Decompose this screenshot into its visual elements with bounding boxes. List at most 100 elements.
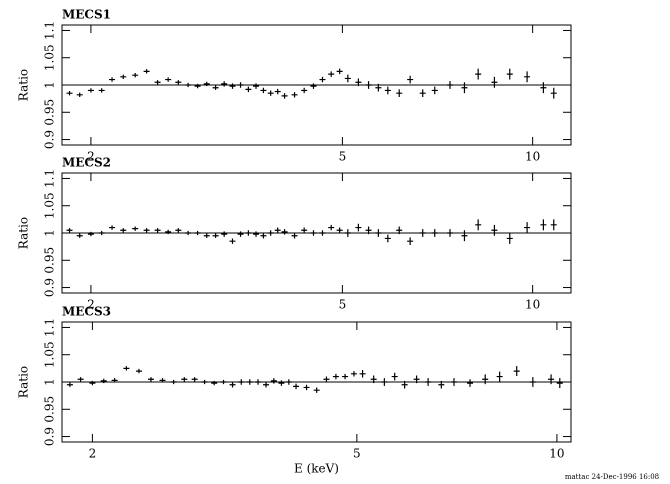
data-point <box>109 225 116 230</box>
data-point <box>274 88 281 95</box>
data-point <box>238 379 245 385</box>
panel-title: MECS1 <box>62 8 111 22</box>
data-point <box>291 92 298 98</box>
data-point <box>350 371 357 377</box>
data-point <box>201 379 208 385</box>
data-point <box>185 82 192 88</box>
data-point <box>550 87 557 99</box>
data-point <box>159 378 166 383</box>
data-point <box>111 378 118 383</box>
data-point <box>66 228 73 233</box>
data-point <box>260 87 267 94</box>
data-point <box>396 89 403 97</box>
data-point <box>267 230 274 236</box>
data-point <box>274 227 281 233</box>
data-point <box>513 366 520 376</box>
data-point <box>301 87 308 94</box>
data-point <box>381 378 388 386</box>
data-point <box>175 228 182 233</box>
x-tick-label: 5 <box>339 150 347 164</box>
data-point <box>336 227 343 233</box>
data-point <box>237 231 244 237</box>
data-point <box>255 379 262 385</box>
data-point <box>212 85 219 90</box>
data-point <box>154 228 161 233</box>
data-point <box>143 69 150 74</box>
data-point <box>401 380 408 389</box>
data-point <box>100 378 107 384</box>
data-point <box>143 228 150 233</box>
data-point <box>319 230 326 236</box>
data-point <box>246 379 253 385</box>
y-tick-label: 1.1 <box>43 318 57 337</box>
data-point <box>285 379 292 385</box>
data-point <box>344 74 351 83</box>
data-point <box>76 233 83 238</box>
data-point <box>281 93 288 99</box>
data-point <box>431 229 438 237</box>
data-point <box>396 226 403 235</box>
data-point <box>278 380 285 386</box>
data-point <box>267 90 274 96</box>
data-point <box>245 86 252 93</box>
data-point <box>120 74 127 79</box>
data-point <box>212 233 219 238</box>
data-point <box>323 376 330 382</box>
x-tick-label: 5 <box>339 298 347 312</box>
data-point <box>540 219 547 231</box>
panel-title: MECS2 <box>62 156 111 170</box>
x-tick-label: 10 <box>549 447 564 461</box>
y-tick-label: 0.9 <box>43 130 57 149</box>
data-point <box>87 88 94 93</box>
footer: mattac 24-Dec-1996 16:08 <box>565 473 659 481</box>
data-point <box>438 380 445 389</box>
y-tick-label: 0.95 <box>43 247 57 274</box>
data-point <box>482 374 489 385</box>
y-tick-label: 0.95 <box>43 99 57 126</box>
data-point <box>375 83 382 92</box>
data-point <box>461 230 468 242</box>
data-point <box>221 231 228 237</box>
data-point <box>447 229 453 237</box>
data-point <box>447 81 453 89</box>
y-tick-label: 1 <box>43 81 57 89</box>
data-point <box>293 383 300 390</box>
x-tick-label: 2 <box>87 150 95 164</box>
data-point <box>336 68 343 75</box>
data-point <box>253 231 260 237</box>
data-point <box>475 219 482 231</box>
data-point <box>491 76 498 88</box>
y-tick-label: 0.9 <box>43 427 57 446</box>
data-point <box>245 230 252 236</box>
y-axis-title: Ratio <box>17 217 31 249</box>
data-point <box>328 224 335 231</box>
data-point <box>170 379 177 385</box>
data-point <box>344 229 351 237</box>
y-axis-title: Ratio <box>17 69 31 101</box>
data-point <box>120 228 127 233</box>
data-point <box>98 230 105 236</box>
data-point <box>211 380 218 386</box>
data-point <box>76 92 83 97</box>
data-point <box>221 81 228 87</box>
data-point <box>413 375 420 384</box>
y-tick-label: 1.05 <box>43 44 57 71</box>
data-point <box>491 224 498 236</box>
data-point <box>375 229 382 237</box>
data-point <box>220 379 227 385</box>
data-point <box>135 368 142 374</box>
data-point <box>270 378 277 384</box>
data-point <box>524 71 531 83</box>
panel-title: MECS3 <box>62 305 111 319</box>
data-point <box>98 88 105 93</box>
data-point <box>328 71 335 77</box>
x-tick-label: 2 <box>89 447 97 461</box>
data-point <box>384 86 391 95</box>
data-point <box>229 382 236 388</box>
x-tick-label: 5 <box>353 447 361 461</box>
data-point <box>191 377 198 382</box>
data-point <box>303 384 310 391</box>
data-point <box>89 380 96 386</box>
y-tick-label: 0.95 <box>43 396 57 423</box>
